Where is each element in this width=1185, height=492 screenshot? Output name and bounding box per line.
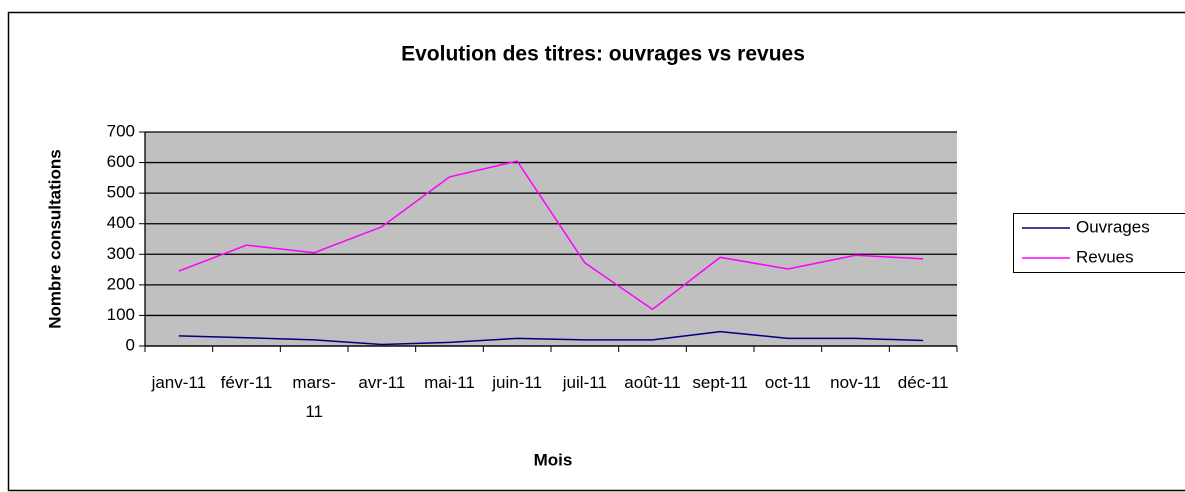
x-tick-label: juin-11 (492, 373, 543, 392)
x-tick-label: mai-11 (424, 373, 475, 392)
legend-box (1013, 213, 1185, 273)
y-tick-label: 0 (126, 335, 135, 354)
x-axis-label: Mois (534, 450, 573, 469)
x-tick-label: janv-11 (151, 373, 207, 392)
line-series (178, 160, 924, 311)
x-tick-label: nov-11 (830, 373, 881, 392)
x-tick-label: juil-11 (562, 373, 607, 392)
y-tick-label: 100 (107, 305, 135, 324)
legend-label: Ouvrages (1076, 217, 1150, 236)
chart-title: Evolution des titres: ouvrages vs revues (401, 43, 805, 66)
x-tick-label: sept-11 (692, 373, 748, 392)
plot-area (145, 132, 957, 346)
x-tick-label: mars-11 (292, 373, 336, 421)
y-tick-label: 400 (107, 213, 135, 232)
x-tick-label: avr-11 (358, 373, 406, 392)
x-tick-label: oct-11 (764, 373, 811, 392)
x-tick-label: déc-11 (897, 373, 949, 392)
y-tick-label: 600 (107, 152, 135, 171)
y-tick-label: 300 (107, 244, 135, 263)
y-tick-label: 500 (107, 183, 135, 202)
line-series (178, 330, 924, 346)
legend-label: Revues (1076, 247, 1134, 266)
y-tick-label: 200 (107, 274, 135, 293)
x-tick-label: août-11 (624, 373, 681, 392)
x-tick-label: févr-11 (220, 373, 273, 392)
y-axis-label: Nombre consultations (45, 149, 64, 328)
y-tick-label: 700 (107, 121, 135, 140)
